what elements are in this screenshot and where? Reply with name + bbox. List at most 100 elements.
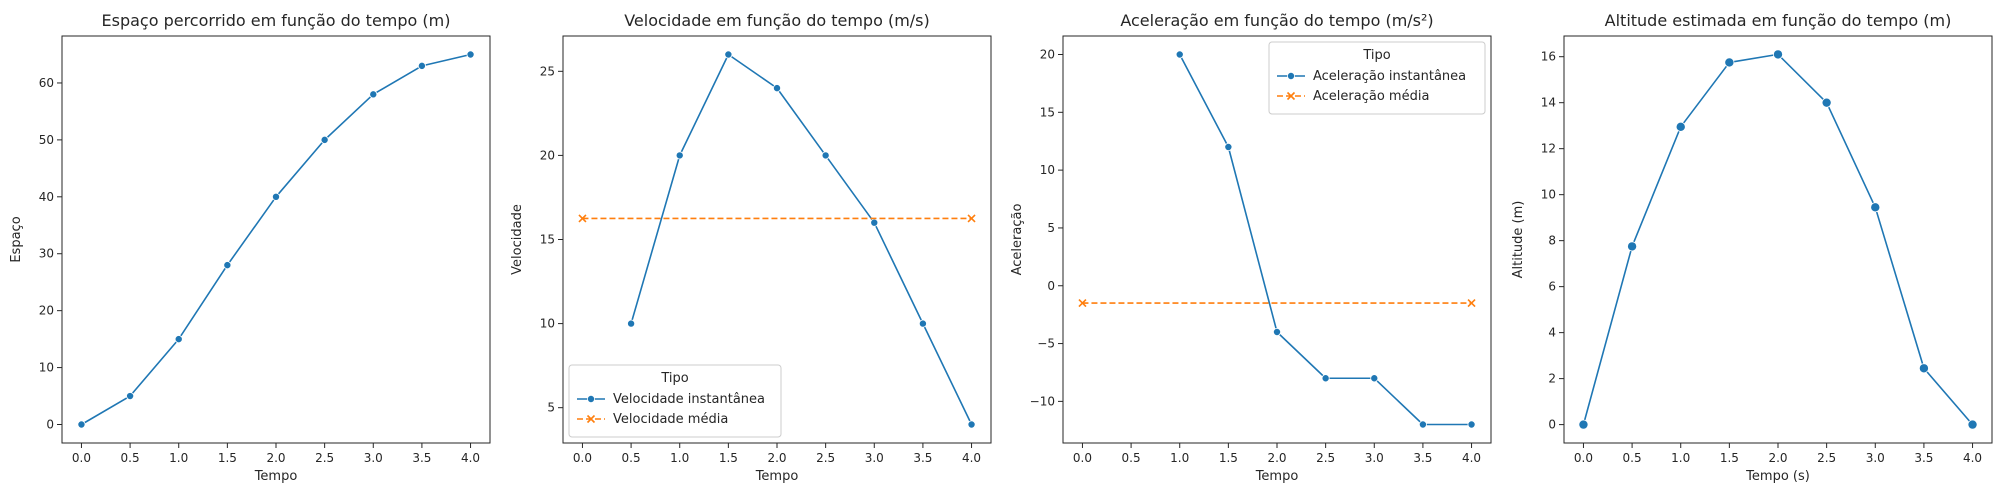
data-point <box>1467 299 1476 308</box>
data-point <box>77 420 86 429</box>
data-point <box>724 50 733 59</box>
y-tick-label: 10 <box>39 361 54 375</box>
chart-panel-2: Velocidade em função do tempo (m/s) 0.0 0.… <box>510 11 992 484</box>
data-point <box>1773 49 1784 60</box>
x-tick-label: 2.0 <box>1768 451 1787 465</box>
data-point <box>675 151 684 160</box>
plot-frame <box>1062 35 1492 444</box>
data-point <box>1467 420 1476 429</box>
data-point <box>821 151 830 160</box>
legend-label: Velocidade média <box>613 412 728 427</box>
legend-box <box>1268 41 1486 115</box>
y-tick-label: 4 <box>1548 326 1556 340</box>
x-tick-label: 1.0 <box>169 451 188 465</box>
data-point <box>918 319 927 328</box>
data-point <box>174 335 183 344</box>
data-point <box>1321 374 1330 383</box>
x-tick-label: 3.5 <box>1914 451 1933 465</box>
data-point <box>417 61 426 70</box>
y-tick-label: 5 <box>547 401 555 415</box>
legend-marker <box>587 394 596 403</box>
x-tick-label: 1.5 <box>1219 451 1238 465</box>
series-1 <box>627 50 976 429</box>
data-point <box>578 214 587 223</box>
data-point <box>369 90 378 99</box>
y-tick-label: 10 <box>540 317 555 331</box>
x-tick-label: 4.0 <box>962 451 981 465</box>
data-point <box>1675 121 1686 132</box>
x-tick-label: 0.5 <box>1122 451 1141 465</box>
y-axis-label: Altitude (m) <box>1511 201 1526 279</box>
y-tick-label: 14 <box>1541 96 1556 110</box>
y-tick-label: 16 <box>1541 50 1556 64</box>
chart-title: Velocidade em função do tempo (m/s) <box>624 11 930 30</box>
plot-frame <box>562 35 992 444</box>
y-tick-label: 10 <box>1040 163 1055 177</box>
series-line <box>1582 53 1974 426</box>
x-tick-label: 2.0 <box>266 451 285 465</box>
y-axis-label: Espaço <box>9 216 24 262</box>
chart-title: Aceleração em função do tempo (m/s²) <box>1120 11 1433 30</box>
series-1 <box>1175 50 1476 429</box>
data-point <box>1370 374 1379 383</box>
data-point <box>1724 57 1735 68</box>
y-tick-label: 25 <box>540 64 555 78</box>
data-point <box>1627 241 1638 252</box>
series-line <box>630 53 973 425</box>
y-axis-label: Velocidade <box>510 204 525 275</box>
data-point <box>320 135 329 144</box>
legend-marker <box>1287 72 1296 81</box>
x-tick-label: 0.0 <box>573 451 592 465</box>
series-2 <box>1078 299 1476 308</box>
x-axis-label: Tempo <box>254 469 298 484</box>
x-axis-label: Tempo (s) <box>1745 469 1810 484</box>
data-point <box>967 420 976 429</box>
x-tick-label: 0.0 <box>1073 451 1092 465</box>
data-point <box>1918 363 1929 374</box>
y-tick-label: 20 <box>540 148 555 162</box>
chart-panel-1: Espaço percorrido em função do tempo (m)… <box>9 11 491 484</box>
y-tick-label: 0 <box>1548 418 1556 432</box>
legend-label: Aceleração instantânea <box>1313 69 1466 84</box>
y-tick-label: 10 <box>1541 188 1556 202</box>
x-tick-label: 1.5 <box>1720 451 1739 465</box>
legend: Tipo Aceleração instantânea Aceleração méd… <box>1268 41 1486 115</box>
chart-title: Espaço percorrido em função do tempo (m) <box>102 11 451 30</box>
data-point <box>1418 420 1427 429</box>
x-tick-label: 2.0 <box>767 451 786 465</box>
x-tick-label: 1.0 <box>670 451 689 465</box>
series-1 <box>77 50 475 429</box>
y-tick-label: 2 <box>1548 372 1556 386</box>
data-point <box>1224 142 1233 151</box>
y-tick-label: 50 <box>39 133 54 147</box>
data-point <box>1578 419 1589 430</box>
data-point <box>627 319 636 328</box>
x-tick-label: 4.0 <box>1462 451 1481 465</box>
x-tick-label: 2.5 <box>315 451 334 465</box>
y-tick-label: 30 <box>39 247 54 261</box>
plot-frame <box>1563 35 1993 444</box>
legend-label: Velocidade instantânea <box>613 392 765 407</box>
data-point <box>870 218 879 227</box>
chart-panel-3: Aceleração em função do tempo (m/s²) 0.0 0… <box>1010 11 1492 484</box>
data-point <box>466 50 475 59</box>
y-tick-label: 15 <box>540 233 555 247</box>
data-point <box>271 192 280 201</box>
x-tick-label: 2.5 <box>1316 451 1335 465</box>
x-tick-label: 1.0 <box>1170 451 1189 465</box>
y-axis-label: Aceleração <box>1010 204 1025 276</box>
legend-marker <box>1286 91 1296 101</box>
y-tick-label: 8 <box>1548 234 1556 248</box>
x-tick-label: 1.5 <box>719 451 738 465</box>
x-tick-label: 0.0 <box>72 451 91 465</box>
x-tick-label: 1.5 <box>218 451 237 465</box>
y-tick-label: 5 <box>1047 221 1055 235</box>
series-2 <box>578 214 976 223</box>
y-tick-label: 6 <box>1548 280 1556 294</box>
legend: Tipo Velocidade instantânea Velocidade méd… <box>568 364 782 438</box>
x-tick-label: 0.5 <box>622 451 641 465</box>
x-tick-label: 3.5 <box>412 451 431 465</box>
x-tick-label: 3.0 <box>1365 451 1384 465</box>
data-point <box>1967 419 1978 430</box>
